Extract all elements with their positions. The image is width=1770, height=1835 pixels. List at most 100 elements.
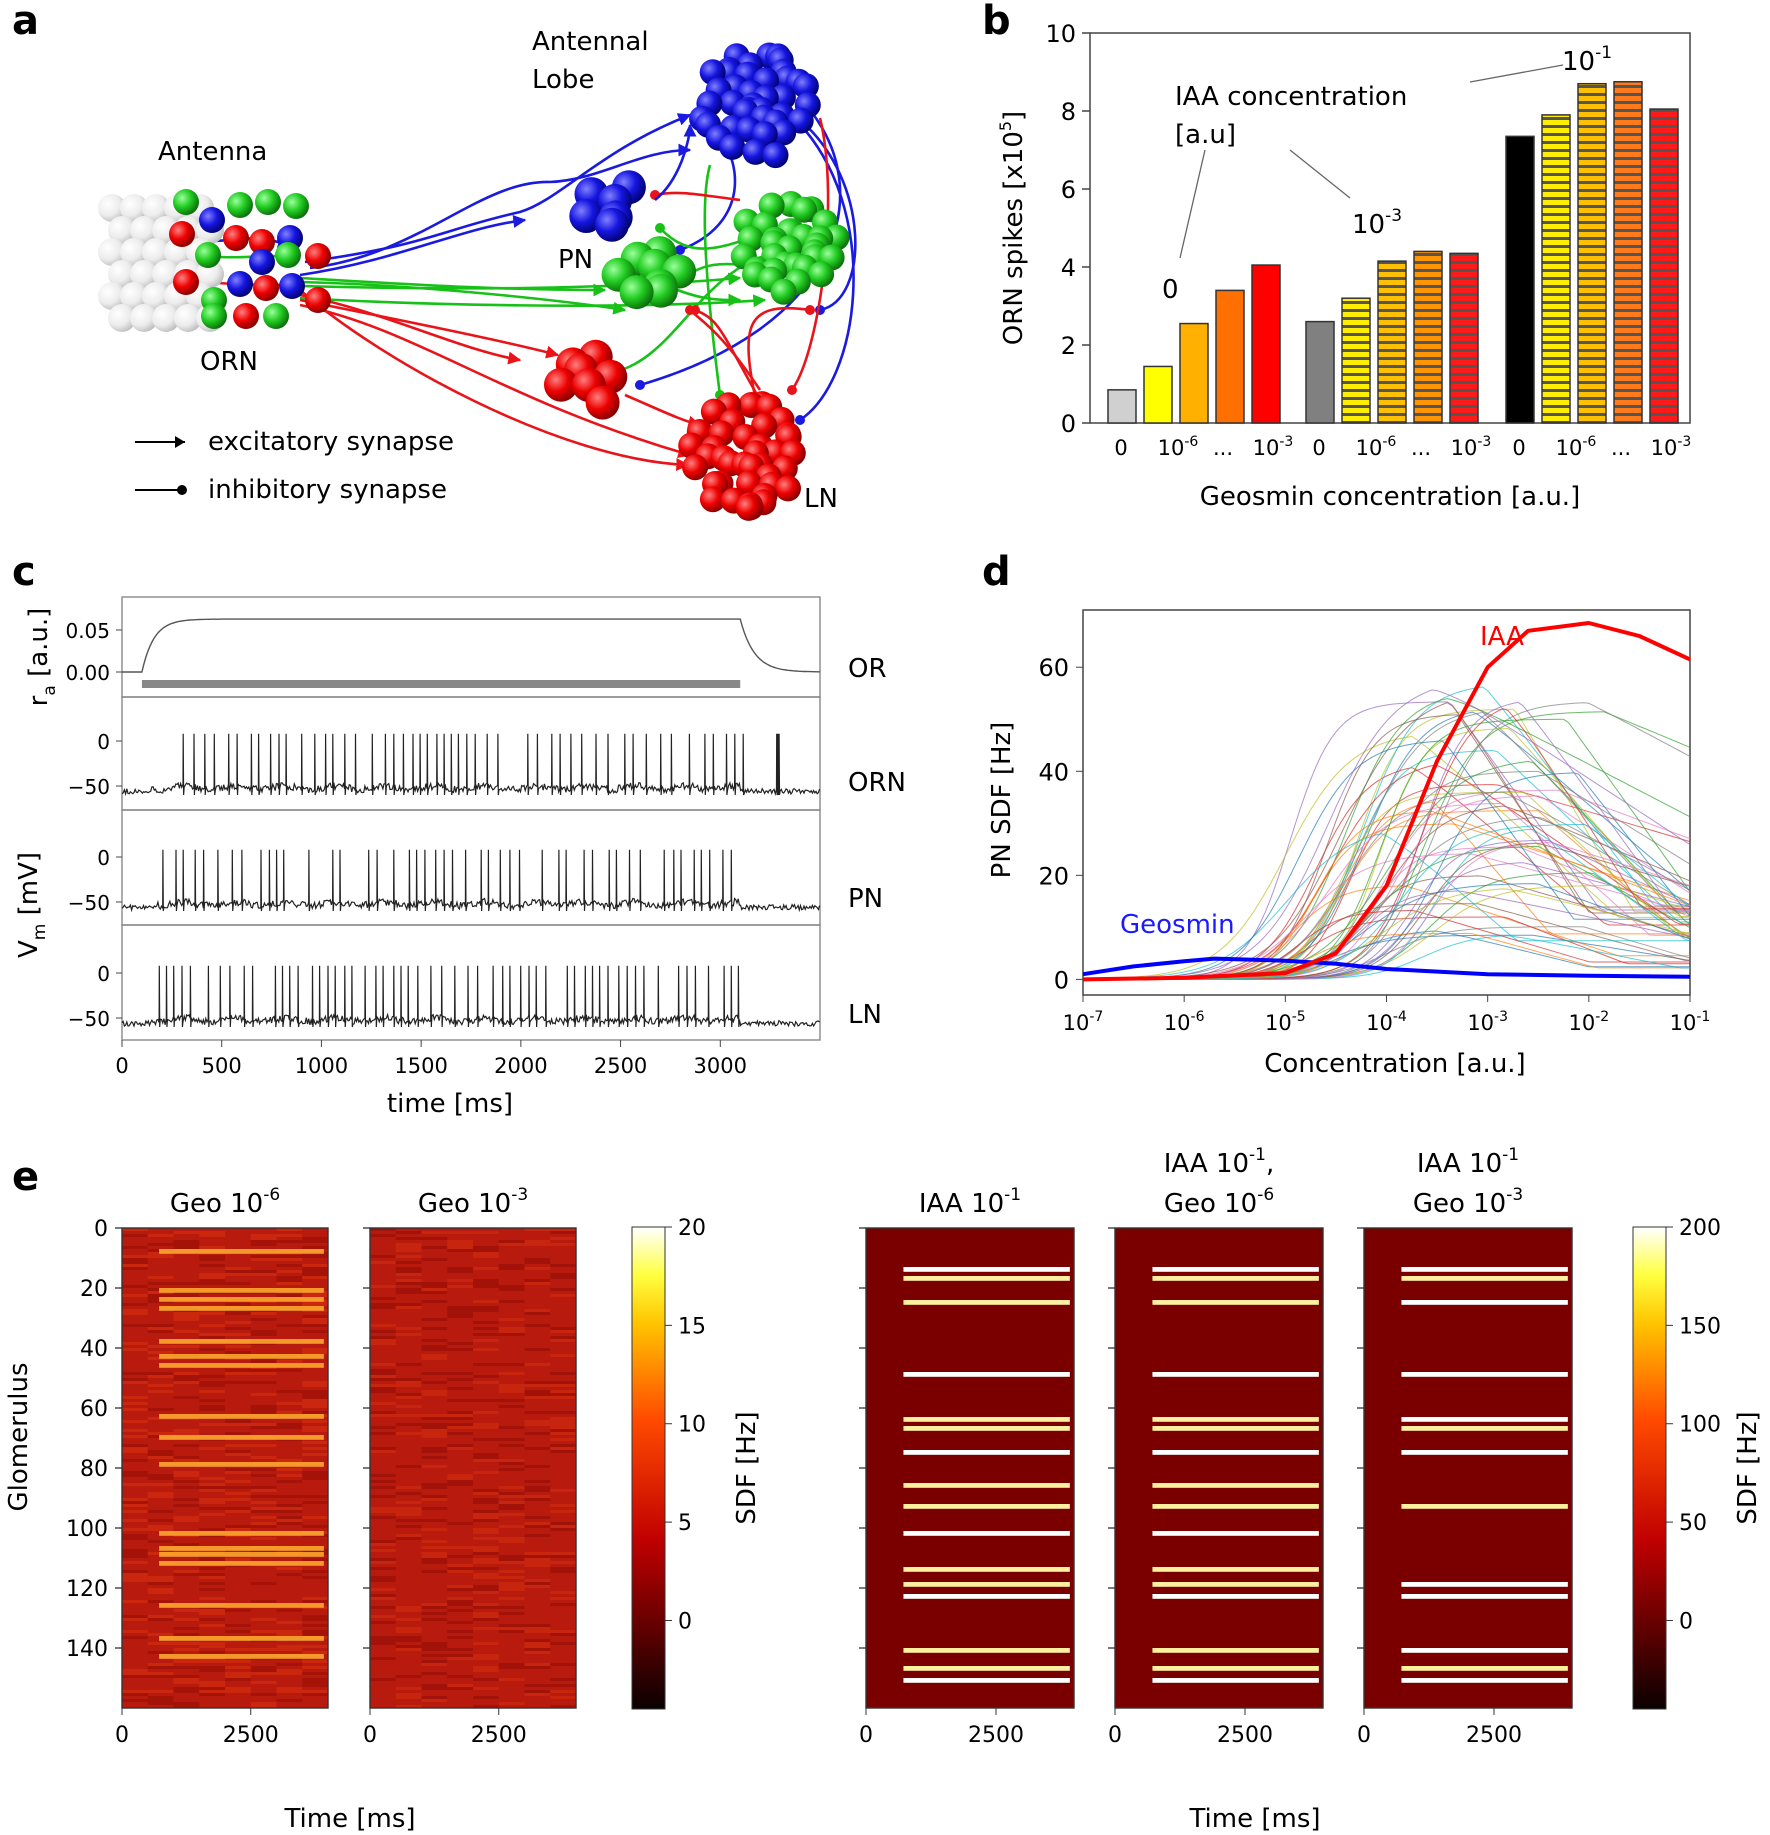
ln-green-top: [703, 164, 722, 396]
ln-blue-to-green: [799, 119, 857, 312]
panel-d-ticks: 0 20 40 60 10-7 10-6 10-5 10-4 10-3 10-2 10-1: [1038, 654, 1710, 1035]
e-ytick-60: 60: [80, 1397, 108, 1422]
e-ytick-140: 140: [66, 1637, 108, 1662]
active-glomerulus-3-140: [1152, 1648, 1319, 1653]
tuning-curve-49: [1083, 935, 1690, 980]
bar-2-2: [1577, 82, 1607, 424]
active-glomerulus-4-16: [1401, 1276, 1568, 1281]
ln-blue-to-redpn-end: [635, 380, 645, 390]
vm-tick-2-0: 0: [97, 962, 110, 986]
b-xtick-0-2: ...: [1213, 436, 1233, 460]
c-xtick-2500: 2500: [594, 1054, 647, 1078]
ra-ylabel: ra [a.u.]: [24, 608, 60, 707]
active-glomerulus-4-92: [1401, 1504, 1568, 1509]
active-glomerulus-2-101: [903, 1531, 1070, 1536]
tuning-curve-59: [1083, 823, 1691, 980]
antennal-lobe-label-line1: Antennal: [532, 27, 649, 57]
active-glomerulus-4-24: [1401, 1300, 1568, 1305]
ln-red-to-ln-end: [787, 385, 797, 395]
cb1-ticks-10: 10: [678, 1413, 706, 1438]
heatmap-4: 0 2500 IAA 10-1 Geo 10-3: [1357, 1145, 1573, 1748]
bar-0-4: [1251, 264, 1281, 424]
e-xtick-0-2500: 2500: [223, 1723, 279, 1748]
orn-to-pn-green: [299, 276, 607, 297]
active-glomerulus-2-66: [903, 1426, 1070, 1431]
heatmap-2: 0 2500 IAA 10-1: [859, 1185, 1075, 1748]
active-glomerulus-0-136: [159, 1636, 324, 1641]
neuron-clusters: [98, 42, 850, 521]
panel-e-ylabel: Glomerulus: [4, 1362, 34, 1511]
b-ytick-0: 0: [1061, 410, 1076, 438]
bar-0-3: [1215, 289, 1245, 424]
orn-trace: [121, 733, 821, 797]
e-xtick-4-0: 0: [1357, 1723, 1371, 1748]
heatmap-3: 0 2500 IAA 10-1, Geo 10-6: [1108, 1145, 1324, 1748]
active-glomerulus-2-24: [903, 1300, 1070, 1305]
bar-2-0: [1505, 135, 1535, 424]
e-ytick-100: 100: [66, 1517, 108, 1542]
active-glomerulus-3-24: [1152, 1300, 1319, 1305]
ln-red-to-bluepn: [654, 191, 741, 202]
active-glomerulus-4-150: [1401, 1678, 1568, 1683]
pn-blue-to-ln-blue: [654, 123, 697, 202]
colorbar-high-ticks: 200 150 100 50 0: [1666, 1216, 1721, 1634]
b-xtick-1-3: 10-3: [1451, 434, 1492, 460]
active-glomerulus-0-23: [159, 1297, 324, 1302]
ln-blue-to-ln: [799, 129, 855, 422]
vm-tick-2--50: −50: [68, 1007, 110, 1031]
bar-1-2: [1377, 260, 1407, 424]
heatmap-0: 0 20 40 60 80 100 120 140 0 2500 Geo 10-6: [66, 1185, 329, 1748]
active-glomerulus-2-74: [903, 1450, 1070, 1455]
orn-cells: [169, 189, 331, 329]
panel-d-letter: d: [982, 549, 1011, 595]
orn-label: ORN: [200, 347, 258, 377]
ln-cluster-green: [730, 191, 850, 305]
c-xtick-0: 0: [115, 1054, 128, 1078]
ra-tick-0.00: 0.00: [65, 661, 110, 685]
active-glomerulus-0-142: [159, 1654, 324, 1659]
cb2-ticks-0: 0: [1679, 1609, 1693, 1634]
d-xtick--5: 10-5: [1265, 1009, 1306, 1035]
d-xtick--1: 10-1: [1670, 1009, 1711, 1035]
bar-1-1: [1341, 297, 1371, 424]
panel-c-xlabel: time [ms]: [387, 1089, 513, 1119]
active-glomerulus-2-146: [903, 1666, 1070, 1671]
bar-2-4: [1649, 108, 1679, 424]
pn-cluster-red: [544, 339, 628, 420]
panel-d-lines: [1082, 621, 1691, 982]
iaa-concentration-title-line1: IAA concentration: [1175, 82, 1407, 112]
active-glomerulus-0-106: [159, 1546, 324, 1551]
c-xtick-3000: 3000: [694, 1054, 747, 1078]
or-trace: [122, 618, 820, 673]
e-xtick-0-0: 0: [115, 1723, 129, 1748]
active-glomerulus-0-45: [159, 1363, 324, 1368]
b-ytick-8: 8: [1061, 98, 1076, 126]
panel-c: c 0.050.000−500−500−500 500 1000 1500 2000 25…: [12, 549, 906, 1119]
cb2-ticks-200: 200: [1679, 1216, 1721, 1241]
e-ytick-20: 20: [80, 1277, 108, 1302]
active-glomerulus-3-66: [1152, 1426, 1319, 1431]
trace-label-orn: ORN: [848, 768, 906, 798]
active-glomerulus-4-118: [1401, 1582, 1568, 1587]
active-glomerulus-3-85: [1152, 1483, 1319, 1488]
bar-1-0: [1305, 320, 1335, 424]
c-xtick-500: 500: [202, 1054, 242, 1078]
panel-e-letter: e: [12, 1154, 39, 1200]
iaa-group-pointers: [1179, 64, 1564, 259]
active-glomerulus-2-16: [903, 1276, 1070, 1281]
active-glomerulus-3-101: [1152, 1531, 1319, 1536]
colorbar-low-range: [631, 1226, 666, 1710]
ln-label: LN: [804, 484, 838, 514]
label-geosmin: Geosmin: [1120, 910, 1235, 940]
legend-excitatory-label: excitatory synapse: [208, 427, 454, 457]
trace-axes-ln: [121, 924, 821, 1041]
trace-label-or: OR: [848, 654, 887, 684]
label-iaa: IAA: [1480, 622, 1524, 652]
b-ytick-2: 2: [1061, 332, 1076, 360]
colorbar-high-label: SDF [Hz]: [1733, 1411, 1763, 1524]
ln-cluster-red: [678, 391, 806, 521]
trace-label-ln: LN: [848, 1000, 882, 1030]
e-xtick-3-2500: 2500: [1217, 1723, 1273, 1748]
b-xtick-0-0: 0: [1114, 436, 1127, 460]
